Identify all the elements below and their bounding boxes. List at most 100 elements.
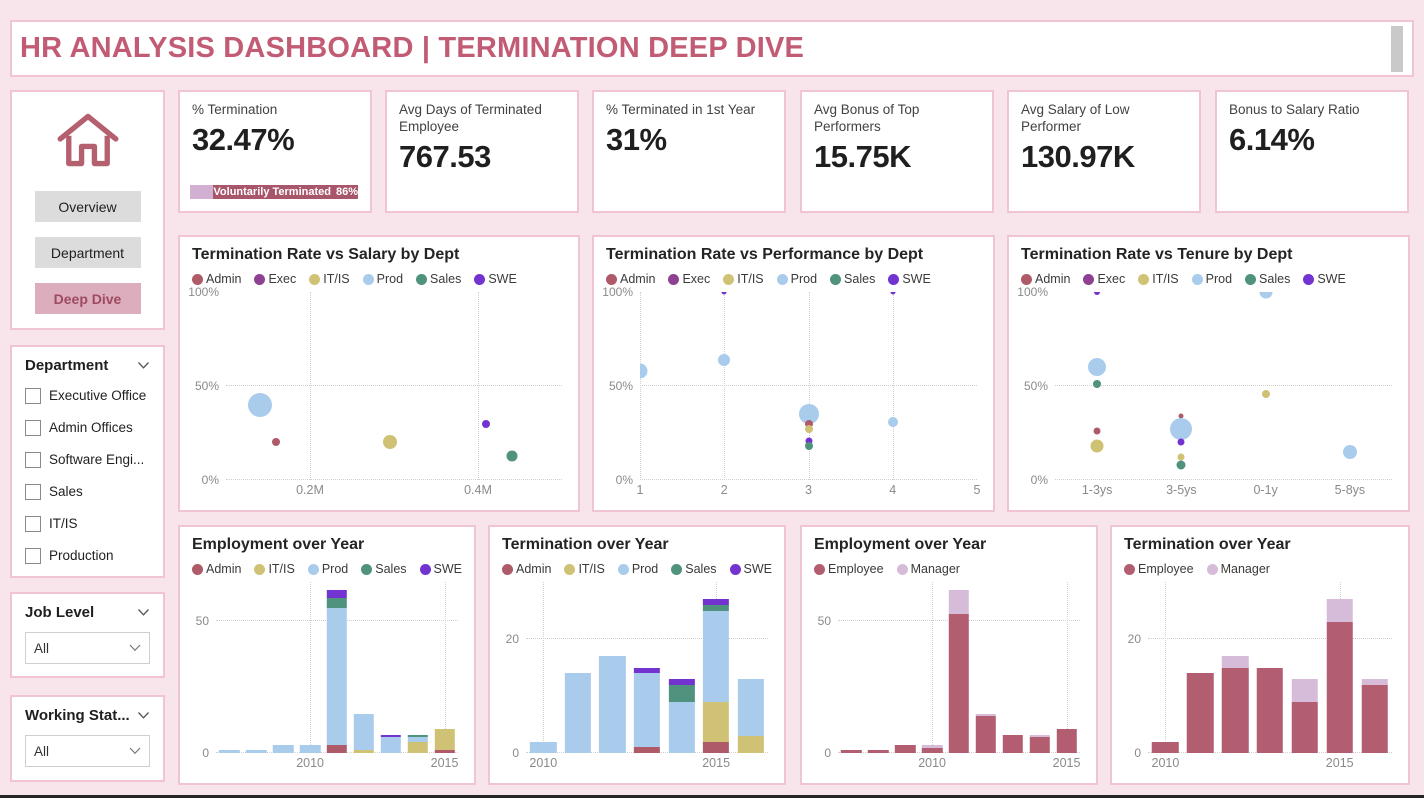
legend-item[interactable]: Prod	[1191, 272, 1232, 286]
bar-2014[interactable]	[407, 582, 428, 753]
bar-segment[interactable]	[1056, 729, 1077, 753]
bar-segment[interactable]	[599, 656, 626, 753]
bar-segment[interactable]	[434, 750, 455, 753]
checkbox[interactable]	[25, 547, 41, 564]
checkbox-row-software-engineering[interactable]: Software Engi...	[25, 449, 150, 470]
bar-2013[interactable]	[633, 582, 661, 753]
legend-item[interactable]: Prod	[617, 562, 658, 576]
scatter-point[interactable]	[1170, 418, 1193, 441]
bar-segment[interactable]	[841, 750, 862, 753]
bar-segment[interactable]	[948, 613, 970, 753]
bar-segment[interactable]	[868, 750, 889, 753]
bar-segment[interactable]	[219, 750, 240, 753]
scatter-point[interactable]	[804, 442, 813, 451]
checkbox-row-executive-office[interactable]: Executive Office	[25, 385, 150, 406]
legend-item[interactable]: Admin	[1021, 272, 1070, 286]
bar-segment[interactable]	[668, 684, 695, 702]
legend-item[interactable]: Admin	[192, 272, 241, 286]
bar-2010[interactable]	[1152, 582, 1179, 753]
bar-segment[interactable]	[326, 745, 348, 753]
bar-segment[interactable]	[407, 742, 428, 753]
bar-2009[interactable]	[895, 582, 916, 753]
legend-item[interactable]: Sales	[1245, 272, 1290, 286]
scatter-point[interactable]	[798, 404, 819, 425]
bar-segment[interactable]	[633, 673, 661, 748]
checkbox-row-admin-offices[interactable]: Admin Offices	[25, 417, 150, 438]
bar-2011[interactable]	[326, 582, 348, 753]
bar-segment[interactable]	[633, 747, 661, 753]
bar-2015[interactable]	[1056, 582, 1077, 753]
scatter-point[interactable]	[1342, 444, 1357, 459]
bar-2013[interactable]	[1256, 582, 1284, 753]
legend-item[interactable]: Exec	[1083, 272, 1125, 286]
bar-segment[interactable]	[668, 701, 695, 753]
scatter-point[interactable]	[890, 292, 896, 295]
legend-item[interactable]: SWE	[419, 562, 462, 576]
nav-button-deep-dive[interactable]: Deep Dive	[34, 283, 141, 314]
bar-segment[interactable]	[1291, 701, 1319, 753]
bar-segment[interactable]	[1361, 678, 1388, 685]
legend-item[interactable]: Employee	[1124, 562, 1194, 576]
scatter-point[interactable]	[1177, 438, 1185, 446]
scatter-point[interactable]	[640, 363, 648, 379]
legend-item[interactable]: Prod	[776, 272, 817, 286]
bar-segment[interactable]	[1326, 621, 1353, 753]
bar-segment[interactable]	[737, 735, 764, 753]
bar-2015[interactable]	[1326, 582, 1353, 753]
bar-segment[interactable]	[948, 589, 970, 614]
bar-2015[interactable]	[434, 582, 455, 753]
bar-segment[interactable]	[703, 599, 730, 605]
bar-segment[interactable]	[921, 747, 943, 753]
legend-item[interactable]: IT/IS	[254, 562, 295, 576]
bar-segment[interactable]	[921, 745, 943, 748]
checkbox[interactable]	[25, 515, 41, 532]
bar-segment[interactable]	[703, 610, 730, 702]
scatter-point[interactable]	[804, 419, 813, 428]
legend-item[interactable]: Prod	[362, 272, 403, 286]
bar-2007[interactable]	[219, 582, 240, 753]
checkbox-row-sales[interactable]: Sales	[25, 481, 150, 502]
legend-item[interactable]: SWE	[888, 272, 931, 286]
bar-segment[interactable]	[353, 713, 375, 751]
legend-item[interactable]: IT/IS	[309, 272, 350, 286]
bar-2008[interactable]	[868, 582, 889, 753]
scatter-point[interactable]	[382, 435, 397, 450]
scatter-point[interactable]	[1176, 460, 1186, 470]
scrollbar-thumb[interactable]	[1391, 26, 1403, 72]
bar-segment[interactable]	[1291, 678, 1319, 702]
bar-segment[interactable]	[530, 741, 557, 753]
scatter-point[interactable]	[1177, 453, 1185, 461]
bar-segment[interactable]	[895, 745, 916, 753]
bar-2012[interactable]	[1221, 582, 1249, 753]
bar-segment[interactable]	[564, 673, 591, 753]
bar-2016[interactable]	[737, 582, 764, 753]
checkbox-row-it-is[interactable]: IT/IS	[25, 513, 150, 534]
legend-item[interactable]: Manager	[896, 562, 960, 576]
legend-item[interactable]: SWE	[729, 562, 772, 576]
nav-button-overview[interactable]: Overview	[34, 191, 141, 222]
working-status-dropdown[interactable]: All	[25, 735, 150, 767]
bar-segment[interactable]	[1152, 741, 1179, 753]
bar-2009[interactable]	[273, 582, 294, 753]
checkbox[interactable]	[25, 451, 41, 468]
scatter-point[interactable]	[1178, 413, 1184, 419]
job-level-dropdown[interactable]: All	[25, 632, 150, 664]
legend-item[interactable]: SWE	[1303, 272, 1346, 286]
checkbox[interactable]	[25, 483, 41, 500]
chevron-down-icon[interactable]	[137, 608, 150, 617]
bar-segment[interactable]	[407, 734, 428, 738]
bar-segment[interactable]	[633, 667, 661, 674]
bar-segment[interactable]	[299, 745, 321, 753]
checkbox[interactable]	[25, 387, 41, 404]
scatter-point[interactable]	[247, 392, 272, 417]
scatter-point[interactable]	[1093, 427, 1101, 435]
bar-segment[interactable]	[326, 608, 348, 746]
bar-segment[interactable]	[703, 604, 730, 611]
scatter-point[interactable]	[1093, 380, 1102, 389]
scatter-point[interactable]	[1261, 389, 1270, 398]
scatter-point[interactable]	[1090, 439, 1104, 453]
bar-segment[interactable]	[1361, 684, 1388, 753]
bar-2014[interactable]	[1029, 582, 1050, 753]
chevron-down-icon[interactable]	[137, 361, 150, 370]
legend-item[interactable]: IT/IS	[564, 562, 605, 576]
